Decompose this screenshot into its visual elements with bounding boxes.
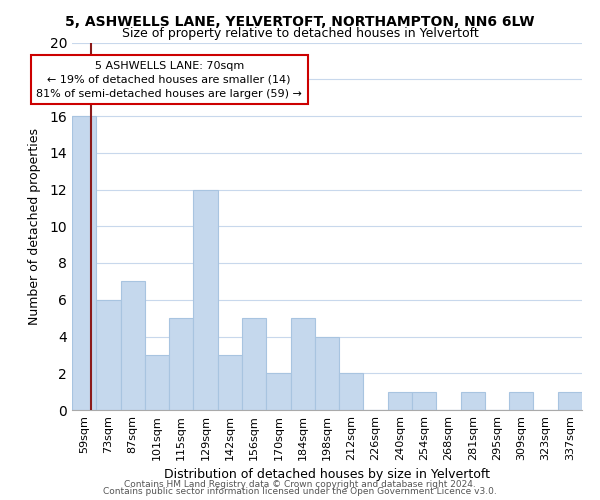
Bar (72, 116, 96, 410)
Bar (266, 373, 290, 410)
Bar (339, 373, 364, 410)
Bar (461, 392, 485, 410)
Bar (121, 282, 145, 410)
Bar (96, 300, 121, 410)
Bar (388, 392, 412, 410)
Bar (412, 392, 436, 410)
Bar (169, 318, 193, 410)
X-axis label: Distribution of detached houses by size in Yelvertoft: Distribution of detached houses by size … (164, 468, 490, 481)
Bar (290, 318, 315, 410)
Text: Size of property relative to detached houses in Yelvertoft: Size of property relative to detached ho… (122, 28, 478, 40)
Bar (315, 336, 339, 410)
Bar (242, 318, 266, 410)
Bar (145, 355, 169, 410)
Text: 5, ASHWELLS LANE, YELVERTOFT, NORTHAMPTON, NN6 6LW: 5, ASHWELLS LANE, YELVERTOFT, NORTHAMPTO… (65, 15, 535, 29)
Text: Contains HM Land Registry data © Crown copyright and database right 2024.: Contains HM Land Registry data © Crown c… (124, 480, 476, 489)
Bar (218, 355, 242, 410)
Bar (558, 392, 582, 410)
Bar (193, 190, 218, 410)
Text: 5 ASHWELLS LANE: 70sqm
← 19% of detached houses are smaller (14)
81% of semi-det: 5 ASHWELLS LANE: 70sqm ← 19% of detached… (36, 61, 302, 99)
Text: Contains public sector information licensed under the Open Government Licence v3: Contains public sector information licen… (103, 487, 497, 496)
Y-axis label: Number of detached properties: Number of detached properties (28, 128, 41, 325)
Bar (509, 392, 533, 410)
